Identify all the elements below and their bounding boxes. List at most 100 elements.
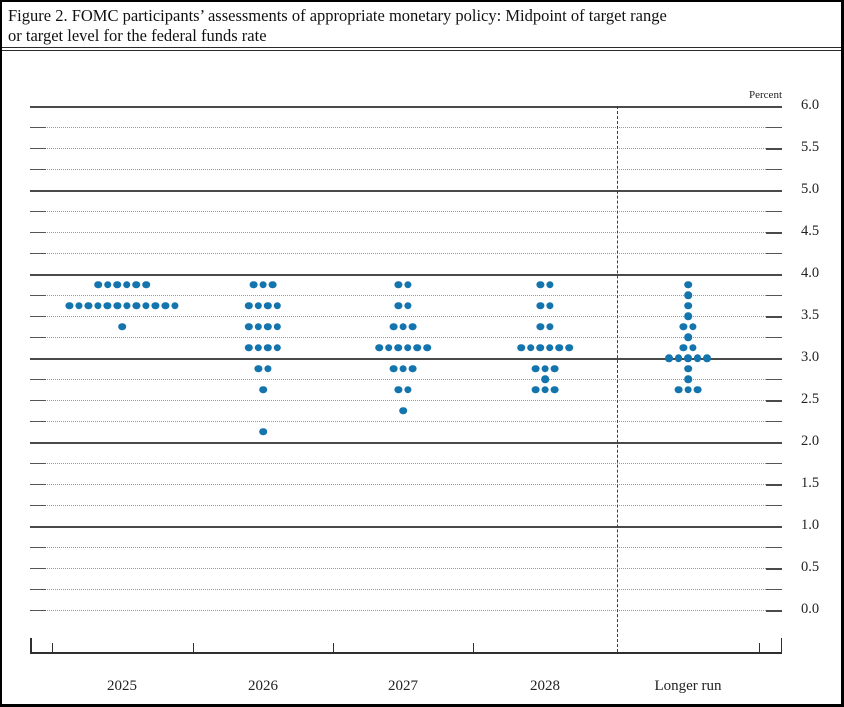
dot-row-2026-3.875: [249, 280, 277, 289]
fomc-projection-dot: [113, 280, 121, 289]
fomc-projection-dot: [531, 364, 540, 373]
fomc-projection-dot: [264, 343, 272, 352]
fomc-projection-dot: [254, 343, 262, 352]
fomc-projection-dot: [123, 301, 131, 310]
fomc-projection-dot: [541, 385, 549, 394]
fomc-projection-dot: [536, 280, 544, 289]
fomc-projection-dot: [103, 301, 112, 310]
dot-row-2027-3.125: [375, 343, 431, 352]
dot-row-longer-run-3.375: [679, 322, 697, 331]
gridline-solid-1: [30, 526, 782, 528]
fomc-projection-dot: [408, 364, 417, 373]
fomc-projection-dot: [679, 322, 687, 331]
x-axis-category-2027: 2027: [388, 678, 418, 694]
gridline-dotted-3.75: [30, 295, 782, 296]
y-tick-right-1.75: [766, 463, 782, 465]
gridline-dotted-3.25: [30, 337, 782, 338]
y-tick-right-1.25: [766, 505, 782, 507]
y-tick-left-4.25: [30, 253, 46, 255]
fomc-projection-dot: [375, 343, 383, 352]
gridline-dotted-5.75: [30, 127, 782, 128]
fomc-projection-dot: [118, 322, 126, 331]
fomc-projection-dot: [541, 364, 549, 373]
dot-row-2027-2.625: [394, 385, 412, 394]
y-tick-left-1.75: [30, 463, 46, 465]
y-tick-right-4.5: [766, 232, 782, 234]
fomc-projection-dot: [689, 322, 697, 331]
y-axis-label-1.5: 1.5: [801, 475, 820, 491]
fomc-projection-dot: [273, 301, 282, 310]
dot-row-2026-2.625: [259, 385, 267, 394]
y-tick-right-3.5: [766, 316, 782, 318]
x-axis-tick-2: [333, 643, 335, 652]
gridline-dotted-1.25: [30, 505, 782, 506]
y-axis-unit-label: Percent: [749, 89, 782, 101]
y-tick-right-5.75: [766, 127, 782, 129]
fomc-projection-dot: [674, 385, 683, 394]
dot-row-longer-run-3.75: [684, 291, 692, 299]
y-axis-label-0.5: 0.5: [801, 559, 820, 575]
x-axis-category-2025: 2025: [107, 678, 137, 694]
y-axis-label-6.0: 6.0: [801, 97, 820, 113]
fomc-projection-dot: [244, 301, 253, 310]
dot-row-longer-run-2.875: [684, 364, 692, 373]
fomc-projection-dot: [75, 301, 83, 310]
dot-row-2028-3.125: [517, 343, 573, 352]
fomc-projection-dot: [526, 343, 535, 352]
fomc-projection-dot: [408, 322, 417, 331]
fomc-projection-dot: [249, 280, 258, 289]
y-tick-left-5.25: [30, 169, 46, 171]
figure-title: Figure 2. FOMC participants’ assessments…: [8, 6, 835, 46]
y-axis-label-4.5: 4.5: [801, 223, 820, 239]
fomc-projection-dot: [693, 385, 702, 394]
fomc-projection-dot: [268, 280, 277, 289]
gridline-dotted-0: [30, 610, 782, 611]
fomc-projection-dot: [142, 280, 150, 289]
fomc-projection-dot: [546, 343, 554, 352]
y-tick-left-0.5: [30, 568, 46, 570]
x-axis-corner-left: [30, 638, 32, 652]
gridline-dotted-3.5: [30, 316, 782, 317]
dot-row-2027-2.375: [399, 406, 407, 415]
fomc-projection-dot: [259, 385, 267, 394]
fomc-projection-dot: [531, 385, 540, 394]
fomc-projection-dot: [684, 375, 692, 383]
gridline-dotted-0.5: [30, 568, 782, 569]
fomc-projection-dot: [423, 343, 431, 352]
fomc-projection-dot: [684, 385, 692, 394]
y-tick-left-2.5: [30, 400, 46, 402]
y-tick-right-2.75: [766, 379, 782, 381]
y-tick-left-3.75: [30, 295, 46, 297]
y-tick-left-4.75: [30, 211, 46, 213]
fomc-projection-dot: [541, 375, 549, 383]
fomc-projection-dot: [399, 364, 407, 373]
y-tick-right-5.25: [766, 169, 782, 171]
dot-row-2025-3.875: [94, 280, 150, 289]
fomc-projection-dot: [259, 280, 267, 289]
fomc-projection-dot: [384, 343, 393, 352]
fomc-projection-dot: [103, 280, 112, 289]
fomc-projection-dot: [550, 364, 559, 373]
fomc-projection-dot: [244, 343, 253, 352]
gridline-dotted-5.25: [30, 169, 782, 170]
fomc-projection-dot: [394, 280, 402, 289]
x-axis-tick-1: [193, 643, 195, 652]
y-axis-label-4.0: 4.0: [801, 265, 820, 281]
y-tick-left-5.75: [30, 127, 46, 129]
fomc-projection-dot: [84, 301, 93, 310]
gridline-dotted-4.5: [30, 232, 782, 233]
fomc-projection-dot: [273, 343, 282, 352]
gridline-dotted-1.75: [30, 463, 782, 464]
fomc-projection-dot: [703, 354, 711, 362]
fomc-projection-dot: [684, 364, 692, 373]
fomc-projection-dot: [536, 322, 544, 331]
dot-row-2028-3.375: [536, 322, 554, 331]
y-axis-label-5.5: 5.5: [801, 139, 820, 155]
fomc-projection-dot: [565, 343, 573, 352]
dot-row-2025-3.625: [65, 301, 179, 310]
y-tick-right-2.25: [766, 421, 782, 423]
y-tick-left-0: [30, 610, 46, 612]
fomc-projection-dot: [684, 333, 692, 341]
fomc-projection-dot: [394, 301, 402, 310]
